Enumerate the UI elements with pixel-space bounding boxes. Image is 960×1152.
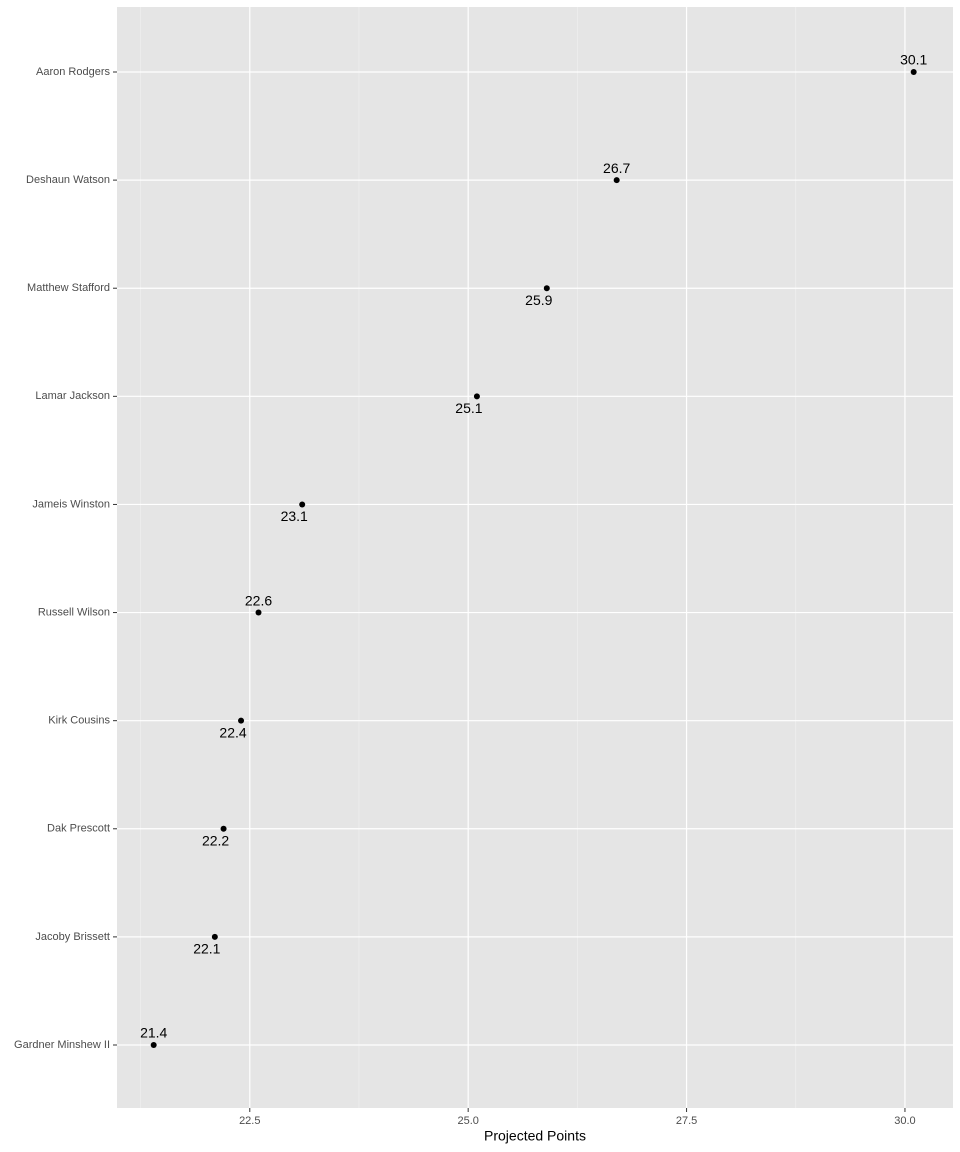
x-tick-label: 25.0 bbox=[457, 1115, 478, 1127]
data-label: 21.4 bbox=[140, 1025, 167, 1041]
y-tick-label: Matthew Stafford bbox=[27, 282, 110, 294]
y-tick-label: Jacoby Brissett bbox=[35, 931, 110, 943]
point bbox=[220, 825, 227, 832]
data-label: 26.7 bbox=[603, 160, 630, 176]
x-tick-label: 27.5 bbox=[676, 1115, 697, 1127]
point bbox=[613, 177, 620, 184]
point bbox=[238, 717, 245, 724]
y-tick-label: Deshaun Watson bbox=[26, 174, 110, 186]
y-tick-label: Dak Prescott bbox=[47, 823, 110, 835]
y-tick-label: Russell Wilson bbox=[38, 606, 110, 618]
point bbox=[255, 609, 262, 616]
y-tick-label: Aaron Rodgers bbox=[36, 66, 110, 78]
data-label: 30.1 bbox=[900, 52, 927, 68]
data-label: 22.2 bbox=[202, 832, 229, 848]
data-label: 25.9 bbox=[525, 292, 552, 308]
x-axis-title: Projected Points bbox=[484, 1128, 586, 1144]
y-tick-label: Jameis Winston bbox=[32, 498, 110, 510]
point bbox=[543, 285, 550, 292]
point bbox=[150, 1042, 157, 1048]
point bbox=[299, 501, 306, 508]
x-tick-label: 22.5 bbox=[239, 1115, 260, 1127]
panel bbox=[117, 7, 953, 1108]
data-label: 23.1 bbox=[281, 508, 308, 524]
data-label: 22.6 bbox=[245, 592, 272, 608]
y-tick-label: Lamar Jackson bbox=[35, 390, 110, 402]
point bbox=[473, 393, 480, 400]
data-label: 22.1 bbox=[193, 941, 220, 957]
point bbox=[211, 933, 218, 940]
y-tick-label: Kirk Cousins bbox=[48, 715, 110, 727]
data-label: 22.4 bbox=[219, 724, 246, 740]
data-label: 25.1 bbox=[455, 400, 482, 416]
x-tick-label: 30.0 bbox=[894, 1115, 915, 1127]
point bbox=[910, 69, 917, 75]
y-tick-label: Gardner Minshew II bbox=[14, 1039, 110, 1051]
